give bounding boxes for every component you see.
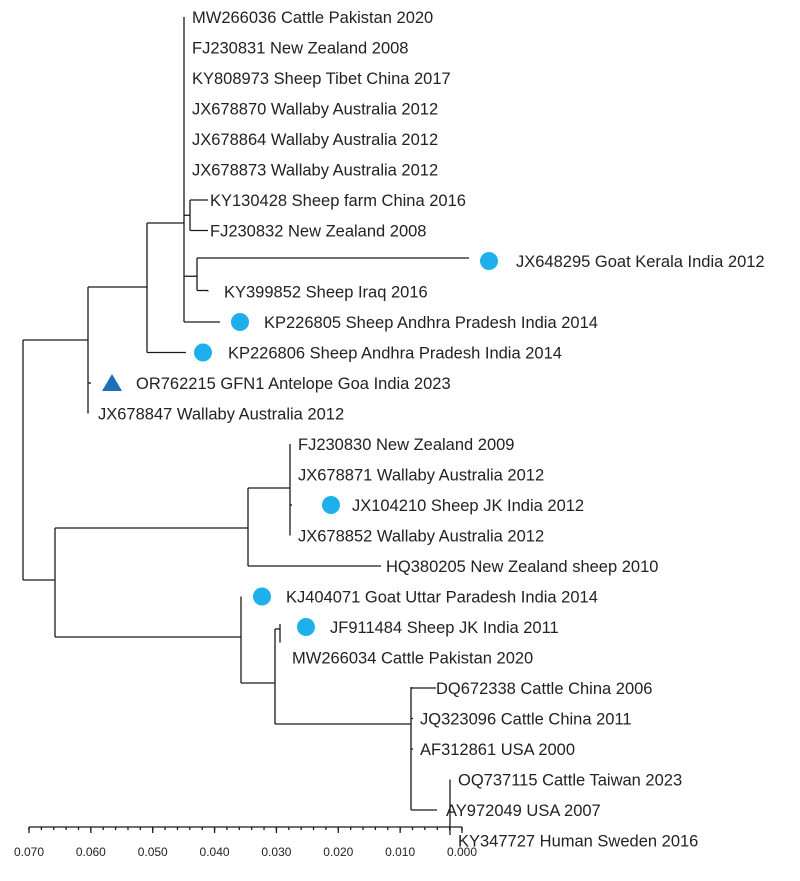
leaf-label: MW266036 Cattle Pakistan 2020 (192, 9, 433, 27)
leaf-label: OQ737115 Cattle Taiwan 2023 (458, 772, 682, 790)
axis-tick-label: 0.030 (261, 845, 291, 859)
leaf-label: HQ380205 New Zealand sheep 2010 (386, 558, 658, 576)
leaf-label: JX678871 Wallaby Australia 2012 (298, 467, 544, 485)
leaf-label: KY130428 Sheep farm China 2016 (210, 192, 466, 210)
circle-marker (253, 587, 271, 606)
axis-tick-label: 0.050 (138, 845, 168, 859)
tree-leaf-labels: MW266036 Cattle Pakistan 2020 FJ230831 Ne… (98, 9, 765, 851)
leaf-label: AY972049 USA 2007 (446, 802, 601, 820)
leaf-label: OR762215 GFN1 Antelope Goa India 2023 (136, 375, 451, 393)
leaf-label: FJ230832 New Zealand 2008 (210, 223, 426, 241)
circle-marker (194, 343, 212, 362)
leaf-label: FJ230830 New Zealand 2009 (298, 436, 514, 454)
leaf-label: JQ323096 Cattle China 2011 (420, 711, 632, 729)
leaf-label: KP226805 Sheep Andhra Pradesh India 2014 (264, 314, 598, 332)
leaf-label: KP226806 Sheep Andhra Pradesh India 2014 (228, 345, 562, 363)
leaf-label: DQ672338 Cattle China 2006 (436, 680, 652, 698)
leaf-label: KY808973 Sheep Tibet China 2017 (192, 70, 451, 88)
axis-tick-label: 0.010 (385, 845, 415, 859)
leaf-label: FJ230831 New Zealand 2008 (192, 40, 408, 58)
leaf-label: JX104210 Sheep JK India 2012 (352, 497, 584, 515)
leaf-label: KJ404071 Goat Uttar Paradesh India 2014 (286, 589, 598, 607)
leaf-label: JX678847 Wallaby Australia 2012 (98, 406, 344, 424)
leaf-label: JX648295 Goat Kerala India 2012 (516, 253, 765, 271)
leaf-label: JF911484 Sheep JK India 2011 (330, 619, 559, 637)
distance-scale-axis: 0.070 0.060 0.050 0.040 0.030 0.020 0.010 0.000 (14, 826, 477, 859)
leaf-label: MW266034 Cattle Pakistan 2020 (292, 650, 533, 668)
circle-marker (231, 313, 249, 331)
leaf-label: JX678870 Wallaby Australia 2012 (192, 101, 438, 119)
triangle-marker (102, 374, 122, 391)
axis-tick-label: 0.000 (447, 845, 477, 859)
axis-tick-label: 0.060 (76, 845, 106, 859)
axis-tick-label: 0.020 (323, 845, 353, 859)
leaf-label: KY399852 Sheep Iraq 2016 (224, 284, 428, 302)
circle-marker (297, 618, 315, 636)
circle-marker (480, 252, 498, 270)
tree-branches (22, 17, 469, 835)
leaf-label: JX678864 Wallaby Australia 2012 (192, 131, 438, 149)
axis-tick-label: 0.070 (14, 845, 44, 859)
leaf-label: JX678852 Wallaby Australia 2012 (298, 528, 544, 546)
axis-tick-label: 0.040 (200, 845, 230, 859)
circle-marker (322, 496, 340, 514)
tree-markers (102, 252, 498, 636)
leaf-label: AF312861 USA 2000 (420, 741, 575, 759)
leaf-label: KY347727 Human Sweden 2016 (458, 833, 698, 851)
leaf-label: JX678873 Wallaby Australia 2012 (192, 162, 438, 180)
